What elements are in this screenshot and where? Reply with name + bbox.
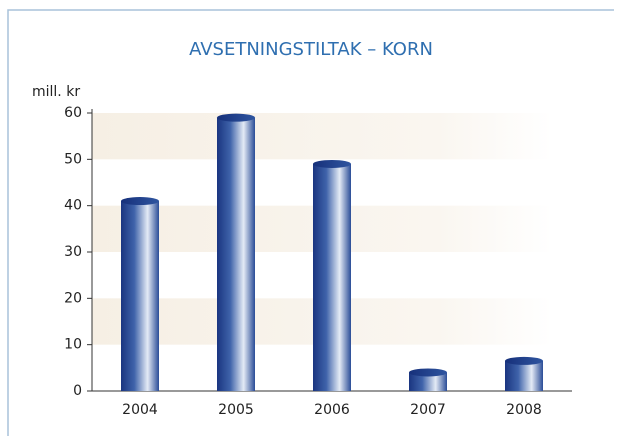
y-tick-label: 0 — [73, 383, 82, 399]
bar — [313, 163, 351, 391]
y-tick-label: 50 — [64, 151, 82, 167]
bar — [505, 360, 543, 391]
bar — [409, 372, 447, 391]
x-tick-label: 2008 — [506, 402, 542, 418]
y-tick-label: 40 — [64, 198, 82, 214]
x-tick-label: 2004 — [122, 402, 158, 418]
y-axis-label: mill. kr — [32, 84, 80, 100]
chart-title: AVSETNINGSTILTAK – KORN — [189, 39, 433, 60]
bar — [217, 117, 255, 391]
bar-cap — [217, 113, 255, 122]
y-tick-label: 30 — [64, 244, 82, 260]
y-tick-label: 10 — [64, 337, 82, 353]
x-tick-label: 2005 — [218, 402, 254, 418]
grid-band — [92, 113, 552, 160]
bar-cap — [121, 197, 159, 206]
bar-cap — [409, 368, 447, 377]
x-tick-label: 2007 — [410, 402, 446, 418]
y-tick-label: 20 — [64, 290, 82, 306]
bar-cap — [505, 356, 543, 365]
frame — [7, 9, 614, 436]
x-tick-label: 2006 — [314, 402, 350, 418]
y-tick-label: 60 — [64, 105, 82, 121]
bar — [121, 201, 159, 391]
bar-cap — [313, 159, 351, 168]
